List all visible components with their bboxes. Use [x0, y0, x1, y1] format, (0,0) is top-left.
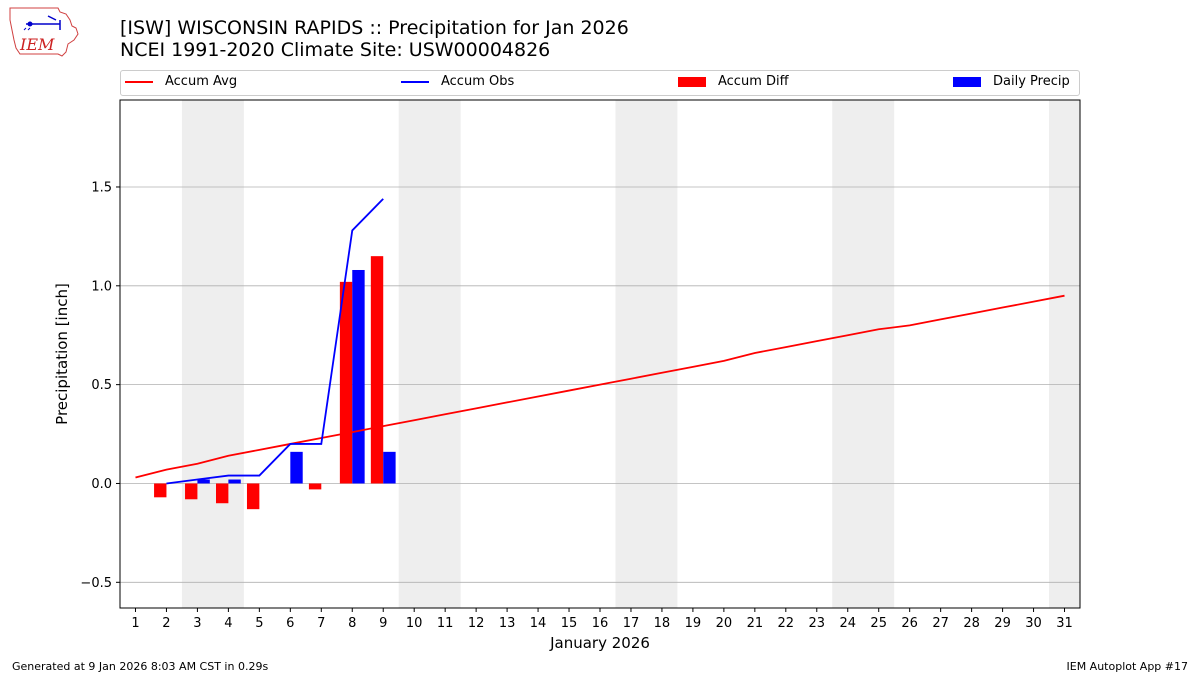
legend-label-accum-diff: Accum Diff — [718, 74, 789, 89]
x-tick-label: 9 — [379, 616, 387, 631]
x-tick-label: 11 — [437, 616, 454, 631]
legend-item-accum-diff: Accum Diff — [678, 74, 789, 89]
x-tick-label: 21 — [747, 616, 764, 631]
bar-accum-diff — [154, 483, 167, 498]
y-tick-label: −0.5 — [80, 576, 112, 591]
x-tick-label: 6 — [286, 616, 294, 631]
y-tick-label: 0.5 — [91, 378, 112, 393]
bar-daily-precip — [228, 479, 241, 484]
x-tick-label: 14 — [530, 616, 547, 631]
x-tick-label: 16 — [592, 616, 609, 631]
legend-item-accum-avg: Accum Avg — [125, 74, 237, 89]
bar-accum-diff — [370, 256, 384, 484]
plot-frame — [119, 99, 1081, 609]
x-tick-label: 27 — [932, 616, 949, 631]
x-tick-label: 24 — [839, 616, 856, 631]
weekend-shade — [181, 100, 244, 608]
x-tick-label: 13 — [499, 616, 516, 631]
bar-accum-diff — [185, 483, 198, 500]
y-tick-label: 1.0 — [91, 279, 112, 294]
x-tick-label: 22 — [778, 616, 795, 631]
x-tick-label: 1 — [131, 616, 139, 631]
x-tick-label: 25 — [870, 616, 887, 631]
x-tick-label: 18 — [654, 616, 671, 631]
app-label: IEM Autoplot App #17 — [1066, 660, 1189, 673]
line-accum-obs — [166, 198, 384, 485]
x-tick-label: 23 — [809, 616, 826, 631]
bar-daily-precip — [290, 451, 303, 484]
bar-daily-precip — [352, 269, 365, 484]
bar-accum-diff — [216, 483, 229, 504]
legend-item-daily-precip: Daily Precip — [953, 74, 1070, 89]
x-tick-label: 28 — [963, 616, 980, 631]
x-tick-label: 12 — [468, 616, 485, 631]
x-tick-label: 3 — [193, 616, 201, 631]
x-axis-label: January 2026 — [550, 634, 650, 652]
x-tick-label: 15 — [561, 616, 578, 631]
x-tick-label: 20 — [716, 616, 733, 631]
x-tick-label: 10 — [406, 616, 423, 631]
legend: Accum Avg Accum Obs Accum Diff Daily Pre… — [120, 70, 1080, 96]
plot-area — [120, 100, 1080, 608]
x-tick-label: 7 — [317, 616, 325, 631]
x-tick-label: 31 — [1056, 616, 1073, 631]
legend-swatch-accum-obs — [401, 80, 429, 83]
legend-swatch-accum-avg — [125, 80, 153, 83]
weekend-shade — [1049, 100, 1080, 608]
bar-daily-precip — [383, 451, 396, 484]
bar-accum-diff — [339, 281, 353, 484]
x-tick-label: 29 — [994, 616, 1011, 631]
bar-accum-diff — [246, 483, 260, 510]
x-tick-label: 4 — [224, 616, 232, 631]
chart-title: [ISW] WISCONSIN RAPIDS :: Precipitation … — [120, 17, 629, 39]
x-tick-label: 26 — [901, 616, 918, 631]
x-tick-label: 8 — [348, 616, 356, 631]
bar-accum-diff — [308, 483, 322, 490]
legend-label-accum-avg: Accum Avg — [165, 74, 238, 89]
y-tick-label: 0.0 — [91, 477, 112, 492]
x-tick-label: 2 — [162, 616, 170, 631]
weekend-shade — [832, 100, 895, 608]
y-tick-label: 1.5 — [91, 180, 112, 195]
x-tick-label: 17 — [623, 616, 640, 631]
x-tick-label: 5 — [255, 616, 263, 631]
bar-daily-precip — [197, 479, 210, 484]
generated-timestamp: Generated at 9 Jan 2026 8:03 AM CST in 0… — [12, 660, 269, 673]
iem-logo: IEM — [9, 7, 79, 57]
weekend-shade — [398, 100, 461, 608]
legend-label-daily-precip: Daily Precip — [993, 74, 1070, 89]
x-tick-label: 19 — [685, 616, 702, 631]
x-tick-label: 30 — [1025, 616, 1042, 631]
legend-swatch-accum-diff — [678, 76, 706, 87]
legend-label-accum-obs: Accum Obs — [441, 74, 515, 89]
legend-swatch-daily-precip — [953, 76, 981, 87]
logo-text: IEM — [19, 35, 55, 54]
chart-subtitle: NCEI 1991-2020 Climate Site: USW00004826 — [120, 39, 551, 61]
weekend-shade — [615, 100, 678, 608]
legend-item-accum-obs: Accum Obs — [401, 74, 514, 89]
y-axis-label: Precipitation [inch] — [53, 283, 71, 425]
